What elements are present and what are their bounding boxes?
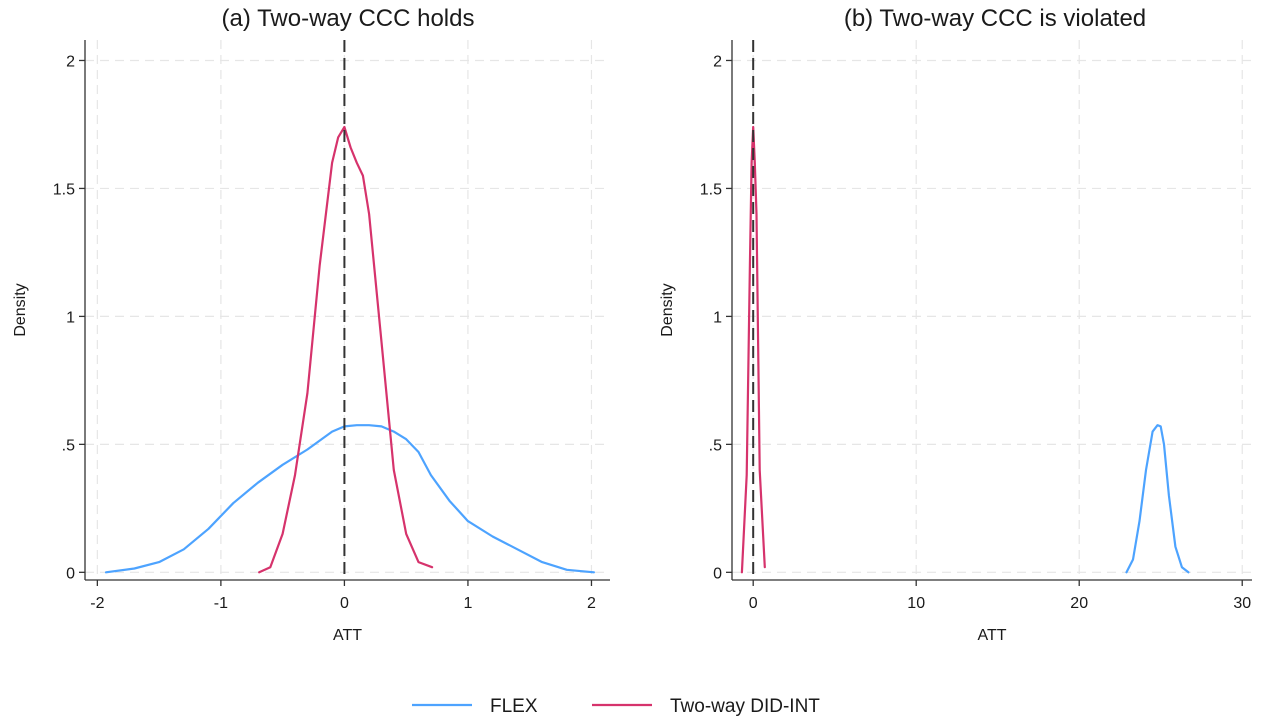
y-tick-label: .5 (709, 437, 722, 454)
series-line-two-way-did-int (740, 125, 766, 574)
x-tick-label: -1 (214, 595, 228, 612)
y-tick-label: 1 (713, 309, 722, 326)
y-tick-label: .5 (62, 437, 75, 454)
x-tick-label: 0 (749, 595, 758, 612)
chart-title: (b) Two-way CCC is violated (844, 5, 1146, 32)
x-tick-label: 30 (1233, 595, 1251, 612)
x-tick-label: -2 (90, 595, 104, 612)
x-tick-label: 2 (587, 595, 596, 612)
x-tick-label: 1 (463, 595, 472, 612)
panel-a: 0 .5 1 1.5 2 -2 -1 0 1 2 ATT Density (a) Two-way CCC… (12, 5, 610, 644)
y-tick-label: 2 (66, 53, 75, 70)
y-tick-label: 2 (713, 53, 722, 70)
y-axis-label: Density (12, 283, 29, 336)
x-tick-label: 0 (340, 595, 349, 612)
x-axis-label: ATT (977, 627, 1006, 644)
series-line-flex (104, 424, 596, 574)
y-axis-label: Density (659, 283, 676, 336)
chart-title: (a) Two-way CCC holds (222, 5, 475, 32)
x-axis-label: ATT (333, 627, 362, 644)
y-tick-label: 1.5 (53, 181, 75, 198)
x-tick-label: 20 (1070, 595, 1088, 612)
y-tick-label: 0 (66, 565, 75, 582)
legend-label-flex: FLEX (490, 696, 538, 717)
series-line-flex (1125, 424, 1190, 574)
x-tick-label: 10 (907, 595, 925, 612)
y-tick-label: 1 (66, 309, 75, 326)
series-line-two-way-did-int (258, 125, 434, 574)
legend-label-two-way-did-int: Two-way DID-INT (670, 696, 820, 717)
legend: FLEX Two-way DID-INT (412, 696, 820, 717)
y-tick-label: 0 (713, 565, 722, 582)
y-tick-label: 1.5 (700, 181, 722, 198)
